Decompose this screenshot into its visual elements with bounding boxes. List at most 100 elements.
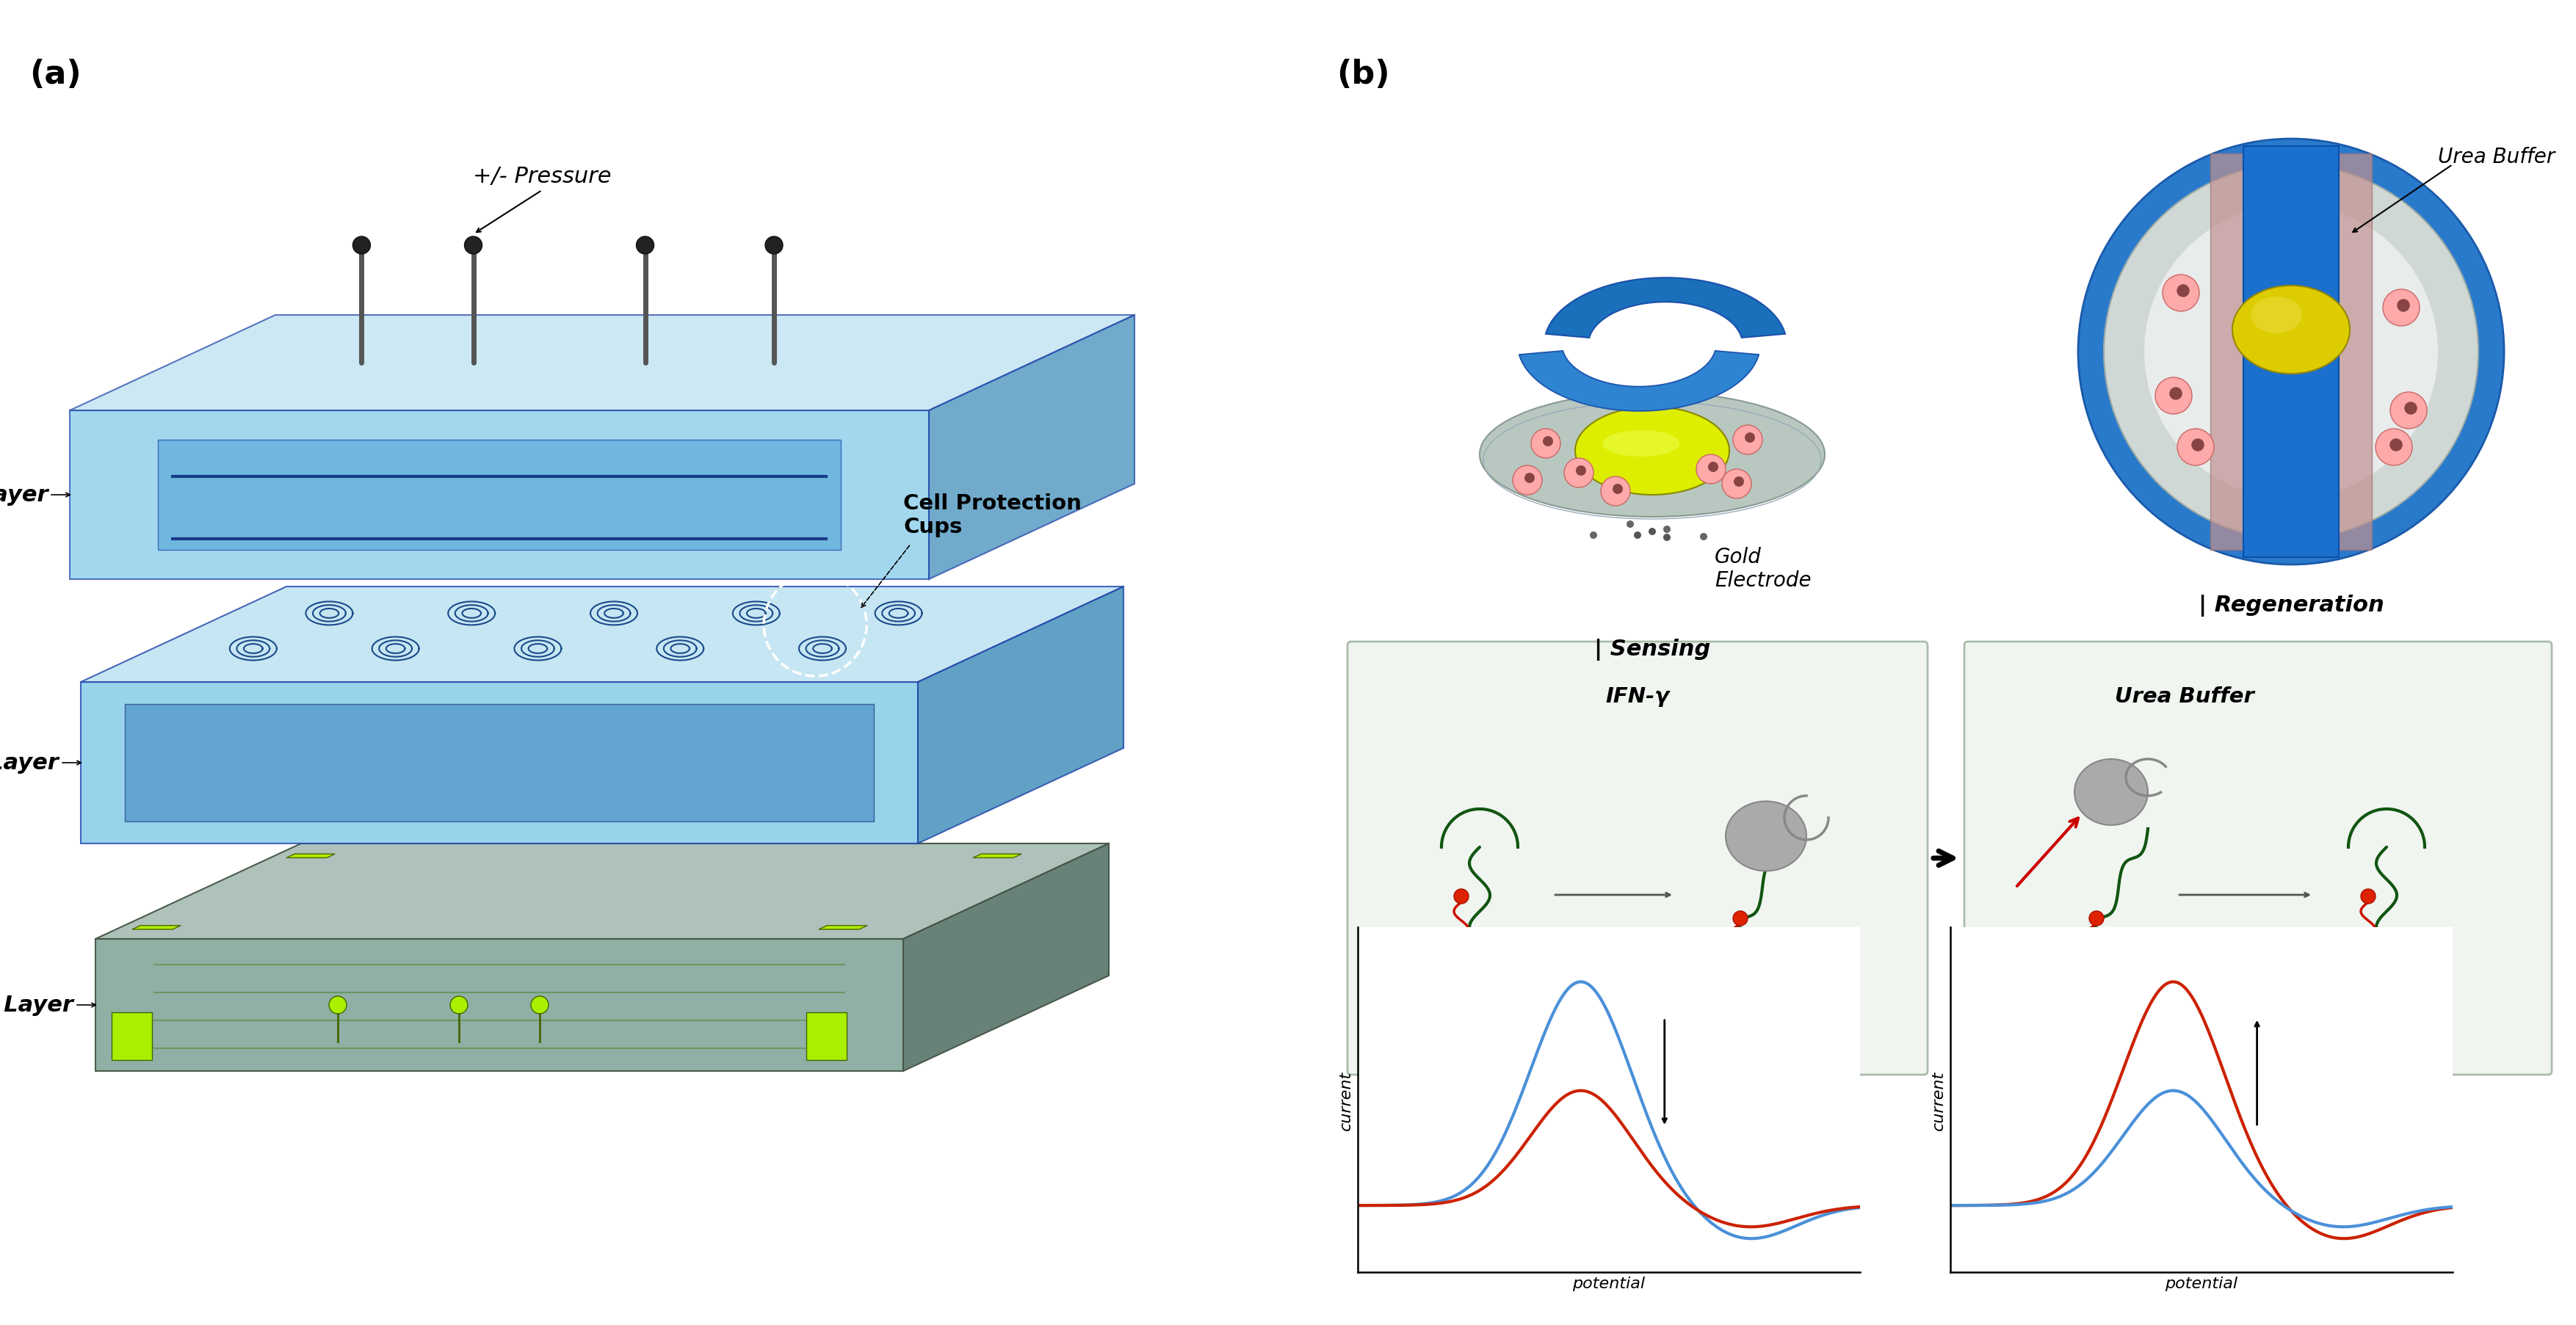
Ellipse shape [1602, 431, 1680, 457]
Circle shape [2383, 290, 2419, 326]
Circle shape [1633, 531, 1641, 539]
Circle shape [1564, 458, 1595, 488]
Text: Cell Protection
Cups: Cell Protection Cups [904, 493, 1082, 537]
Circle shape [1744, 433, 1754, 443]
Text: (a): (a) [28, 58, 82, 90]
Circle shape [1512, 466, 1543, 496]
Ellipse shape [2354, 998, 2396, 1015]
Circle shape [451, 996, 469, 1014]
Circle shape [1625, 521, 1633, 529]
Polygon shape [1520, 351, 1759, 411]
X-axis label: potential: potential [1571, 1276, 1646, 1291]
Circle shape [636, 237, 654, 254]
Text: +/- Pressure: +/- Pressure [474, 166, 611, 187]
Ellipse shape [2233, 286, 2349, 374]
Circle shape [330, 996, 348, 1014]
Circle shape [2403, 403, 2416, 415]
Polygon shape [80, 587, 1123, 682]
Ellipse shape [2329, 1011, 2445, 1040]
Ellipse shape [1448, 998, 1489, 1015]
Circle shape [1708, 462, 1718, 473]
Circle shape [765, 237, 783, 254]
Polygon shape [974, 855, 1023, 859]
Ellipse shape [1422, 988, 1538, 1036]
Circle shape [1577, 466, 1587, 476]
Polygon shape [70, 315, 1133, 411]
Circle shape [1613, 484, 1623, 494]
Circle shape [2089, 912, 2105, 926]
Circle shape [2143, 205, 2437, 500]
Ellipse shape [2251, 297, 2303, 334]
Ellipse shape [1690, 988, 1806, 1036]
Polygon shape [806, 1012, 848, 1060]
Polygon shape [2244, 147, 2339, 558]
Circle shape [2391, 439, 2403, 452]
Circle shape [1649, 529, 1656, 535]
Ellipse shape [1479, 392, 1824, 517]
Circle shape [1664, 526, 1672, 534]
Circle shape [2177, 429, 2213, 466]
Ellipse shape [2074, 759, 2148, 825]
Polygon shape [1520, 351, 1759, 411]
Polygon shape [2210, 154, 2372, 550]
Ellipse shape [1726, 802, 1806, 872]
X-axis label: potential: potential [2164, 1276, 2239, 1291]
Circle shape [1734, 425, 1762, 454]
Circle shape [353, 237, 371, 254]
Circle shape [2177, 285, 2190, 298]
Circle shape [1734, 912, 1747, 926]
Ellipse shape [2071, 998, 2112, 1015]
Ellipse shape [2045, 1011, 2164, 1040]
Circle shape [2360, 889, 2375, 904]
Circle shape [2164, 276, 2200, 311]
Ellipse shape [1690, 1011, 1806, 1040]
Circle shape [1664, 534, 1672, 542]
Polygon shape [70, 411, 930, 579]
Text: | Regeneration: | Regeneration [2166, 1085, 2352, 1108]
Text: (b): (b) [1337, 58, 1391, 90]
Text: Sensing Layer: Sensing Layer [0, 995, 75, 1016]
Text: | Sensing: | Sensing [1579, 1085, 1695, 1108]
Ellipse shape [2329, 988, 2445, 1036]
Circle shape [1700, 534, 1708, 541]
Circle shape [1734, 477, 1744, 488]
Circle shape [1543, 436, 1553, 447]
Circle shape [2079, 139, 2504, 564]
Ellipse shape [2045, 988, 2164, 1036]
Polygon shape [917, 587, 1123, 844]
Y-axis label: current: current [1340, 1071, 1352, 1129]
Circle shape [1453, 889, 1468, 904]
Circle shape [2391, 392, 2427, 429]
Circle shape [1525, 473, 1535, 484]
Ellipse shape [1574, 407, 1728, 496]
Circle shape [2192, 439, 2205, 452]
Text: | Regeneration: | Regeneration [2197, 595, 2383, 616]
Polygon shape [819, 926, 868, 930]
Circle shape [1530, 429, 1561, 458]
Text: Urea Buffer: Urea Buffer [2115, 686, 2254, 706]
Text: Urea Buffer: Urea Buffer [2437, 147, 2555, 167]
Ellipse shape [1422, 1011, 1538, 1040]
Circle shape [2105, 166, 2478, 539]
Circle shape [2169, 387, 2182, 400]
Circle shape [2398, 299, 2411, 313]
Circle shape [464, 237, 482, 254]
Ellipse shape [1716, 998, 1757, 1015]
Polygon shape [95, 939, 904, 1071]
Circle shape [1721, 469, 1752, 500]
Polygon shape [124, 705, 873, 822]
Circle shape [531, 996, 549, 1014]
Polygon shape [111, 1012, 152, 1060]
Polygon shape [286, 855, 335, 859]
Polygon shape [157, 440, 840, 550]
Polygon shape [95, 844, 1108, 939]
Circle shape [1600, 477, 1631, 506]
FancyBboxPatch shape [1347, 641, 1927, 1075]
Circle shape [1589, 531, 1597, 539]
FancyBboxPatch shape [1965, 641, 2553, 1075]
Polygon shape [904, 844, 1108, 1071]
Circle shape [1695, 454, 1726, 484]
Polygon shape [1546, 278, 1785, 338]
Text: Fluid Layer: Fluid Layer [0, 753, 59, 774]
Circle shape [2375, 429, 2411, 466]
